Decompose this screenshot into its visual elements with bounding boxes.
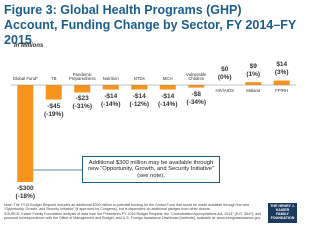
value-label: -$23	[75, 95, 89, 103]
x-tick-label: Nutrition	[102, 76, 119, 82]
value-label: $0	[221, 65, 229, 73]
bar	[188, 85, 205, 88]
bar	[159, 85, 176, 90]
x-tick-label: FP/RH	[275, 88, 289, 94]
value-label: -$8	[191, 90, 201, 98]
percent-label: (-19%)	[43, 110, 64, 118]
annotation: Additional $300 million may be available…	[82, 156, 220, 184]
subtitle: In Millions	[14, 43, 44, 49]
logo-text: KAISER	[275, 208, 290, 213]
x-tick-label: Malaria	[246, 88, 261, 94]
value-label: -$14	[132, 92, 146, 100]
source: SOURCE: Kaiser Family Foundation analysi…	[4, 212, 262, 220]
bar	[245, 82, 262, 86]
percent-label: (0%)	[217, 73, 232, 81]
x-tick-label: Vulnerable Children	[186, 71, 207, 82]
percent-label: (1%)	[246, 70, 261, 78]
logo-text: THE HENRY J.	[270, 204, 295, 208]
bar	[273, 80, 290, 86]
percent-label: (-31%)	[72, 103, 92, 111]
chart: Figure 3: Global Health Programs (GHP) A…	[4, 3, 297, 223]
bar	[131, 85, 148, 90]
logo-text: FAMILY	[276, 212, 289, 217]
logo-text: FOUNDATION	[270, 216, 295, 221]
percent-label: (3%)	[274, 69, 289, 77]
bar	[102, 85, 119, 90]
plot	[11, 80, 296, 182]
x-tick-label: Pandemic Preparedness	[68, 71, 96, 82]
x-tick-label: Global Fund*	[12, 76, 38, 82]
value-label: $14	[276, 61, 288, 69]
value-label: -$300	[16, 185, 34, 192]
percent-label: (-14%)	[157, 100, 178, 108]
value-label: -$14	[104, 92, 118, 100]
value-label: -$14	[161, 92, 175, 100]
percent-label: (-18%)	[15, 193, 35, 200]
bar	[74, 85, 91, 93]
bar	[17, 85, 34, 182]
chart-title: Figure 3: Global Health Programs (GHP) A…	[4, 3, 296, 47]
x-tick-label: NTDs	[133, 76, 145, 82]
x-tick-label: MCH	[162, 76, 173, 82]
bar	[45, 85, 62, 100]
x-tick-label: TB	[51, 76, 57, 82]
value-label: $9	[249, 62, 257, 70]
note: Note: The FY15 Budget Request includes a…	[4, 203, 250, 211]
logo: THE HENRY J. KAISER FAMILY FOUNDATION	[268, 203, 297, 223]
percent-label: (-14%)	[100, 100, 121, 108]
x-tick-label: HIV/AIDS	[215, 88, 234, 94]
percent-label: (-12%)	[129, 100, 149, 108]
percent-label: (-34%)	[186, 98, 206, 106]
value-label: -$45	[47, 102, 61, 110]
